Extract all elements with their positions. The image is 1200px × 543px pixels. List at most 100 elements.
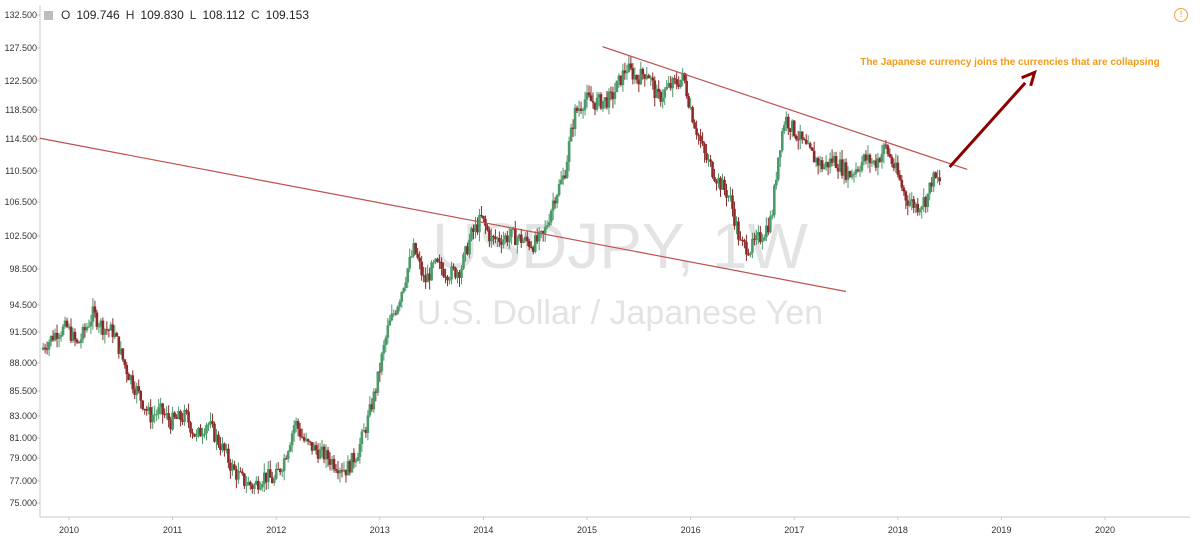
candle-body bbox=[266, 469, 270, 483]
candle-body bbox=[498, 237, 501, 242]
candle-body bbox=[788, 128, 792, 132]
candle-body bbox=[504, 235, 507, 240]
candle-body bbox=[125, 364, 129, 375]
candle-body bbox=[418, 257, 421, 262]
low-value: 108.112 bbox=[202, 8, 245, 22]
candle-body bbox=[324, 450, 328, 460]
candle-body bbox=[512, 228, 515, 230]
candle-body bbox=[159, 403, 162, 408]
candle-body bbox=[735, 221, 738, 226]
candle-body bbox=[846, 171, 850, 180]
y-tick-label: 77.000 bbox=[9, 476, 37, 486]
candle-body bbox=[139, 390, 143, 401]
candle-body bbox=[264, 472, 268, 483]
candle-body bbox=[59, 334, 63, 337]
candle-body bbox=[179, 411, 182, 420]
candle-body bbox=[268, 469, 272, 478]
candle-body bbox=[310, 442, 314, 451]
candle-body bbox=[763, 237, 766, 241]
candle-body bbox=[804, 139, 808, 144]
candle-body bbox=[904, 191, 908, 201]
candle-body bbox=[609, 91, 613, 93]
candle-body bbox=[430, 262, 433, 281]
candle-body bbox=[187, 411, 190, 423]
candle-body bbox=[553, 200, 557, 204]
candle-body bbox=[428, 273, 431, 281]
x-tick-label: 2015 bbox=[577, 525, 597, 535]
candle-body bbox=[460, 268, 463, 278]
candle-body bbox=[605, 97, 609, 108]
candle-body bbox=[227, 448, 230, 463]
candle-body bbox=[771, 215, 774, 217]
candle-body bbox=[757, 232, 760, 235]
x-tick-label: 2012 bbox=[266, 525, 286, 535]
candle-body bbox=[440, 262, 443, 269]
candle-body bbox=[245, 485, 248, 487]
candle-body bbox=[436, 258, 439, 262]
candle-body bbox=[649, 77, 653, 79]
candle-body bbox=[784, 116, 788, 126]
x-tick-label: 2010 bbox=[59, 525, 79, 535]
candle-body bbox=[444, 276, 447, 278]
candle-body bbox=[314, 445, 318, 450]
candle-body bbox=[922, 197, 926, 207]
candle-body bbox=[129, 375, 133, 381]
candle-body bbox=[334, 469, 338, 471]
candle-body bbox=[830, 158, 834, 163]
candle-body bbox=[657, 88, 661, 92]
y-tick-label: 75.000 bbox=[9, 498, 37, 508]
candle-body bbox=[709, 159, 712, 162]
candle-body bbox=[408, 256, 412, 269]
candle-body bbox=[737, 221, 740, 240]
candle-body bbox=[97, 326, 101, 328]
high-label: H bbox=[125, 8, 135, 22]
candle-body bbox=[611, 92, 615, 100]
candle-body bbox=[506, 235, 509, 243]
y-tick-label: 106.500 bbox=[4, 197, 37, 207]
y-tick-label: 83.000 bbox=[9, 411, 37, 421]
candle-body bbox=[121, 348, 125, 360]
candle-body bbox=[83, 327, 87, 331]
candle-body bbox=[237, 471, 240, 480]
candle-body bbox=[376, 371, 380, 393]
candle-body bbox=[603, 97, 607, 101]
candle-body bbox=[565, 161, 569, 178]
info-icon[interactable]: ! bbox=[1174, 8, 1188, 22]
candle-body bbox=[356, 456, 360, 461]
candle-body bbox=[372, 391, 376, 410]
candle-body bbox=[936, 177, 939, 179]
candle-body bbox=[219, 445, 222, 451]
candle-body bbox=[402, 287, 406, 293]
candle-body bbox=[296, 421, 300, 429]
candle-body bbox=[211, 421, 214, 424]
candle-body bbox=[388, 320, 392, 326]
candle-body bbox=[239, 471, 242, 473]
candle-body bbox=[577, 108, 581, 111]
candle-body bbox=[464, 246, 467, 255]
candle-body bbox=[193, 433, 196, 437]
candle-body bbox=[256, 480, 260, 490]
candle-body bbox=[432, 262, 435, 264]
candle-body bbox=[390, 313, 394, 321]
candle-body bbox=[537, 231, 541, 242]
candle-body bbox=[344, 469, 348, 476]
candle-body bbox=[282, 458, 286, 471]
candle-body bbox=[284, 458, 288, 460]
candle-body bbox=[434, 258, 437, 263]
candle-body bbox=[53, 332, 57, 341]
candle-body bbox=[667, 83, 671, 87]
candle-body bbox=[43, 347, 47, 350]
candle-body bbox=[705, 153, 708, 160]
candle-body bbox=[900, 179, 904, 188]
candle-body bbox=[398, 301, 402, 307]
candle-body bbox=[567, 141, 571, 162]
candle-body bbox=[278, 469, 282, 473]
candle-body bbox=[422, 275, 425, 277]
candle-body bbox=[747, 254, 750, 256]
candle-body bbox=[699, 135, 702, 141]
candle-body bbox=[424, 275, 427, 283]
candle-body bbox=[625, 71, 629, 74]
y-tick-label: 127.500 bbox=[4, 43, 37, 53]
candle-body bbox=[802, 138, 806, 140]
